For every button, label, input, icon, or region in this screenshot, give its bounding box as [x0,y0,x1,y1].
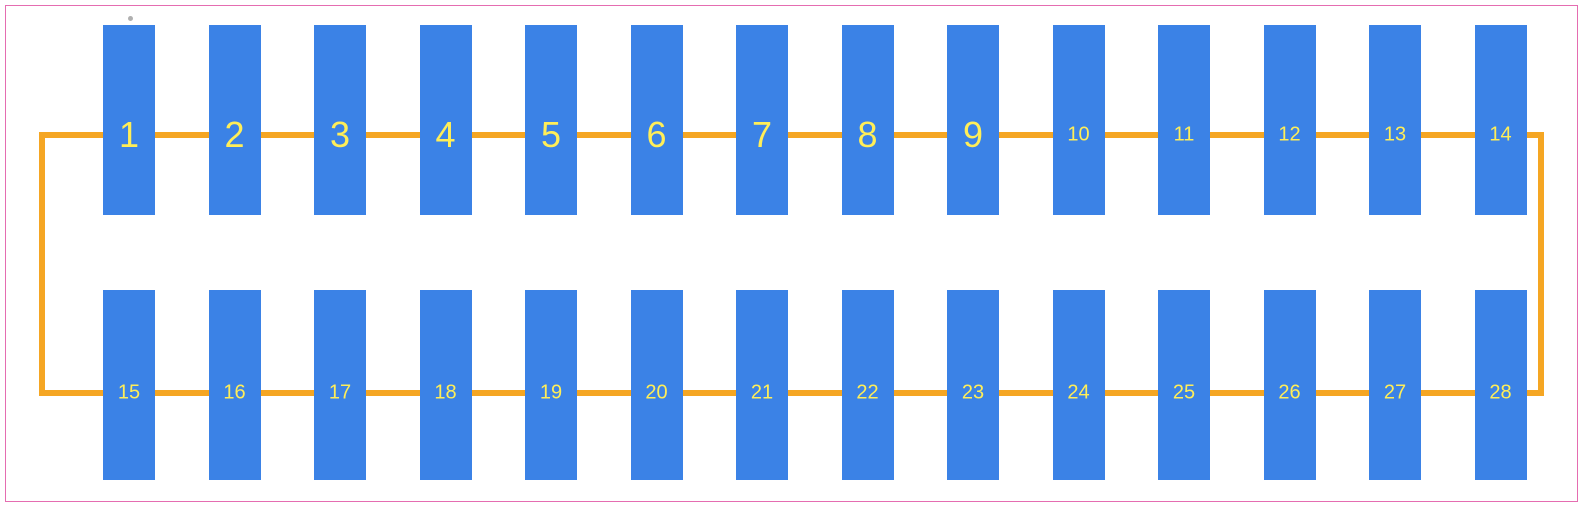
pin-label-18: 18 [434,382,456,405]
pin-label-25: 25 [1173,382,1195,405]
pin-label-15: 15 [118,382,140,405]
pin-12: 12 [1264,25,1316,215]
footprint-canvas: 1234567891011121314151617181920212223242… [0,0,1583,507]
pin-9: 9 [947,25,999,215]
pin-25: 25 [1158,290,1210,480]
pin-label-5: 5 [541,114,561,156]
pin-19: 19 [525,290,577,480]
pin-label-27: 27 [1384,382,1406,405]
pin-20: 20 [631,290,683,480]
pin-label-11: 11 [1174,124,1195,147]
pin-21: 21 [736,290,788,480]
pin-18: 18 [420,290,472,480]
pin-6: 6 [631,25,683,215]
pin-2: 2 [209,25,261,215]
pin-label-13: 13 [1384,124,1406,147]
pin-13: 13 [1369,25,1421,215]
pin-label-23: 23 [962,382,984,405]
pin-label-21: 21 [751,382,773,405]
pin-label-12: 12 [1278,124,1300,147]
pin-23: 23 [947,290,999,480]
pin-label-10: 10 [1067,124,1089,147]
pin-label-17: 17 [329,382,351,405]
pin-label-7: 7 [752,114,772,156]
pin-label-26: 26 [1278,382,1300,405]
pin-15: 15 [103,290,155,480]
pin-8: 8 [842,25,894,215]
pin-label-20: 20 [645,382,667,405]
pin-label-28: 28 [1489,382,1511,405]
pin-label-22: 22 [856,382,878,405]
pin-28: 28 [1475,290,1527,480]
pin-5: 5 [525,25,577,215]
pin-4: 4 [420,25,472,215]
pin-label-3: 3 [330,114,350,156]
pin1-marker-dot [128,16,133,21]
pin-label-2: 2 [224,114,244,156]
pin-11: 11 [1158,25,1210,215]
pin-26: 26 [1264,290,1316,480]
pin-label-1: 1 [119,114,139,156]
pin-label-9: 9 [963,114,983,156]
pin-7: 7 [736,25,788,215]
pin-27: 27 [1369,290,1421,480]
pin-24: 24 [1053,290,1105,480]
pin-10: 10 [1053,25,1105,215]
pin-17: 17 [314,290,366,480]
pin-label-19: 19 [540,382,562,405]
pin-label-14: 14 [1489,124,1511,147]
pin-label-16: 16 [223,382,245,405]
pin-label-6: 6 [646,114,666,156]
pin-16: 16 [209,290,261,480]
pin-label-4: 4 [435,114,455,156]
pin-14: 14 [1475,25,1527,215]
pin-label-8: 8 [857,114,877,156]
pin-22: 22 [842,290,894,480]
pin-label-24: 24 [1067,382,1089,405]
pin-1: 1 [103,25,155,215]
pin-3: 3 [314,25,366,215]
